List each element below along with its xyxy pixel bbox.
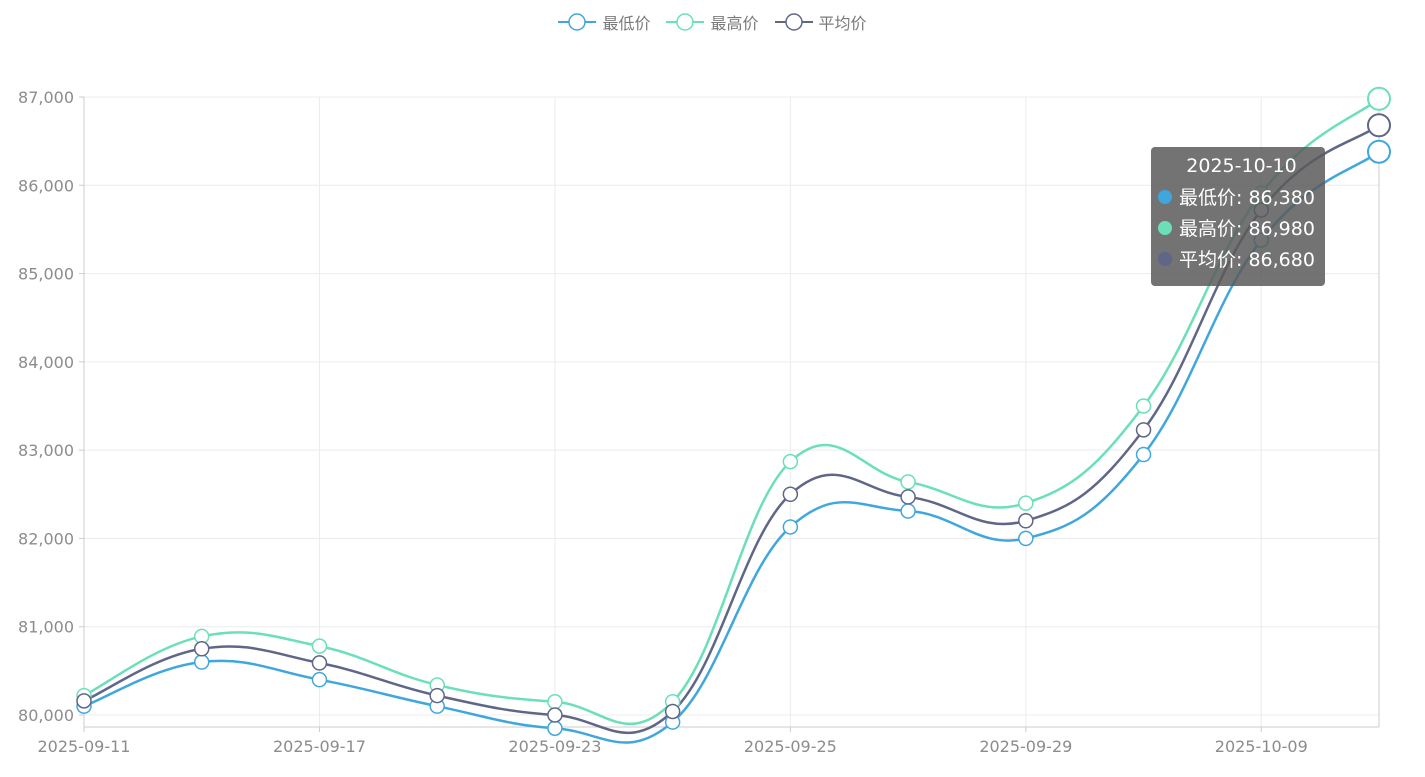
y-tick-label: 82,000 — [18, 529, 74, 548]
tooltip-text-avg: 平均价: 86,680 — [1179, 249, 1315, 271]
legend-label-avg: 平均价 — [818, 14, 867, 33]
y-tick-label: 86,000 — [18, 176, 74, 195]
tooltip-dot-low — [1158, 189, 1172, 204]
x-tick-label: 2025-10-09 — [1215, 737, 1308, 756]
tooltip-dot-avg — [1158, 251, 1172, 266]
legend-item-high[interactable]: 最高价 — [666, 10, 759, 34]
data-point-avg[interactable] — [1135, 422, 1152, 438]
tooltip-text-low: 最低价: 86,380 — [1179, 187, 1315, 209]
y-tick-label: 87,000 — [18, 88, 74, 107]
legend-swatch-high — [666, 13, 705, 31]
y-tick-label: 85,000 — [18, 265, 74, 284]
data-point-low[interactable] — [1018, 530, 1034, 547]
legend-item-low[interactable]: 最低价 — [558, 10, 650, 34]
data-point-high[interactable] — [900, 474, 916, 490]
data-point-low[interactable] — [1135, 446, 1152, 463]
data-point-avg[interactable] — [193, 641, 210, 657]
data-point-avg[interactable] — [429, 687, 445, 704]
axes — [79, 96, 1380, 732]
legend: 最低价 最高价 平均价 — [0, 10, 1425, 34]
data-point-high[interactable] — [311, 638, 328, 654]
legend-label-low: 最低价 — [602, 14, 651, 33]
data-point-avg[interactable] — [547, 707, 563, 723]
data-point-avg[interactable] — [1367, 113, 1391, 138]
data-point-low[interactable] — [547, 720, 563, 736]
y-tick-label: 81,000 — [18, 618, 74, 637]
data-point-avg[interactable] — [900, 489, 916, 505]
data-point-low[interactable] — [782, 519, 799, 535]
data-point-high[interactable] — [1018, 495, 1034, 511]
tooltip-row-avg: 平均价: 86,680 — [1158, 243, 1325, 274]
data-point-avg[interactable] — [1018, 513, 1034, 529]
tooltip-row-high: 最高价: 86,980 — [1158, 212, 1325, 243]
x-axis-labels: 2025-09-11 2025-09-17 2025-09-23 2025-09-25… — [38, 737, 1308, 756]
grid-lines — [83, 96, 1379, 727]
tooltip: 2025-10-10 最低价: 86,380 最高价: 86,980 平均价: … — [1151, 147, 1325, 286]
legend-label-high: 最高价 — [710, 14, 759, 33]
y-tick-label: 84,000 — [18, 353, 74, 372]
data-point-low[interactable] — [311, 671, 328, 688]
data-point-avg[interactable] — [76, 693, 92, 709]
legend-swatch-avg — [774, 13, 813, 31]
legend-swatch-low — [558, 13, 597, 31]
data-point-low[interactable] — [900, 503, 916, 519]
tooltip-row-low: 最低价: 86,380 — [1158, 181, 1325, 212]
data-point-low[interactable] — [1367, 139, 1391, 164]
x-tick-label: 2025-09-23 — [508, 737, 601, 756]
data-point-high[interactable] — [1367, 86, 1391, 111]
data-point-high[interactable] — [547, 694, 563, 710]
x-tick-label: 2025-09-29 — [979, 737, 1072, 756]
x-tick-label: 2025-09-11 — [38, 737, 131, 756]
data-point-avg[interactable] — [782, 486, 799, 503]
data-point-avg[interactable] — [664, 703, 681, 720]
y-tick-label: 80,000 — [18, 706, 74, 725]
y-axis-labels: 80,000 81,000 82,000 83,000 84,000 85,000 86,0… — [18, 88, 74, 725]
y-tick-label: 83,000 — [18, 441, 74, 460]
tooltip-title: 2025-10-10 — [1186, 155, 1297, 177]
x-tick-label: 2025-09-25 — [744, 737, 837, 756]
data-point-high[interactable] — [1135, 398, 1152, 414]
legend-item-avg[interactable]: 平均价 — [774, 10, 867, 34]
tooltip-dot-high — [1158, 220, 1172, 235]
tooltip-text-high: 最高价: 86,980 — [1179, 218, 1315, 240]
data-point-low[interactable] — [193, 654, 210, 670]
data-point-avg[interactable] — [311, 655, 328, 671]
data-point-high[interactable] — [782, 453, 799, 470]
x-tick-label: 2025-09-17 — [273, 737, 366, 756]
